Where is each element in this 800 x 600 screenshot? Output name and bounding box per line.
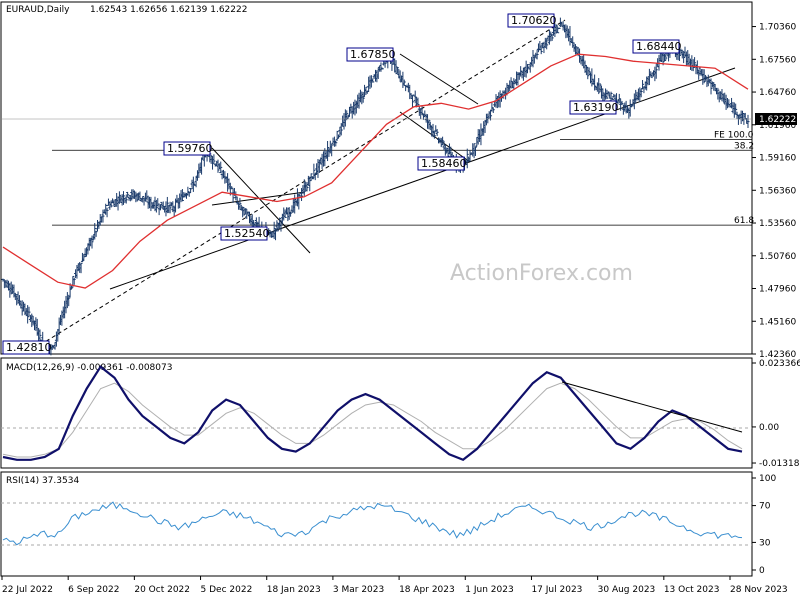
descending-channel-line-1	[211, 147, 311, 254]
price-y-tick-label: 1.61960	[759, 121, 796, 131]
key-point-box	[220, 226, 268, 241]
rsi-title: RSI(14) 37.3534	[6, 476, 79, 486]
fib-level-label: FE 100.0	[714, 131, 754, 141]
price-y-tick-label: 1.56360	[759, 186, 796, 196]
price-y-tick-label: 1.59160	[759, 154, 796, 164]
x-tick-label: 22 Jul 2022	[2, 585, 53, 595]
macd-y-tick-label: 0.00	[759, 423, 779, 433]
fib-level-label: 38.2	[734, 141, 754, 151]
key-point-box	[417, 156, 465, 171]
key-point-label: 1.67850	[350, 48, 396, 61]
price-y-tick-label: 1.42360	[759, 350, 796, 360]
date-x-axis: 22 Jul 2022 6 Sep 2022 20 Oct 2022 5 Dec 20…	[1, 576, 788, 595]
rsi-y-tick-label: 0	[759, 566, 765, 576]
x-tick-label: 28 Nov 2023	[730, 585, 788, 595]
x-tick-label: 18 Apr 2023	[399, 585, 455, 595]
macd-divergence-trendline	[561, 381, 743, 433]
macd-title: MACD(12,26,9) -0.009361 -0.008073	[6, 363, 172, 373]
key-point-box	[569, 100, 617, 115]
fib-level-label: 61.8	[734, 216, 754, 226]
macd-panel: MACD(12,26,9) -0.009361 -0.008073 0.0233…	[0, 357, 800, 469]
x-tick-label: 5 Dec 2022	[201, 585, 253, 595]
moving-average-line	[2, 53, 749, 289]
key-point-label: 1.52540	[224, 227, 270, 240]
x-tick-label: 18 Jan 2023	[267, 585, 321, 595]
ohlc-bars	[1, 17, 750, 356]
price-y-tick-label: 1.67560	[759, 55, 796, 65]
macd-y-tick-label: -0.013186	[759, 459, 800, 469]
key-point-label: 1.58460	[421, 157, 467, 170]
symbol-title: EURAUD,Daily	[6, 5, 70, 15]
x-tick-label: 6 Sep 2022	[68, 585, 119, 595]
macd-signal-line	[2, 382, 743, 458]
rsi-y-tick-label: 30	[759, 538, 771, 548]
x-tick-label: 1 Jun 2023	[465, 585, 513, 595]
key-point-box	[632, 39, 680, 54]
price-y-tick-label: 1.64760	[759, 88, 796, 98]
key-point-box	[2, 340, 50, 355]
descending-channel-line-2	[399, 53, 479, 105]
key-point-label: 1.59760	[167, 142, 213, 155]
rsi-y-tick-label: 70	[759, 502, 771, 512]
macd-line	[2, 365, 743, 462]
channel-line-4	[399, 111, 471, 163]
key-point-label: 1.68440	[636, 40, 682, 53]
x-tick-label: 13 Oct 2023	[664, 585, 720, 595]
macd-panel-frame	[0, 357, 753, 469]
x-tick-label: 3 Mar 2023	[333, 585, 384, 595]
rsi-line	[2, 501, 743, 546]
price-y-tick-label: 1.47960	[759, 285, 796, 295]
key-point-labels: 1.42810 1.59760 1.52540 1.67850 1.58460 1.706…	[2, 13, 682, 355]
x-tick-label: 30 Aug 2023	[598, 585, 656, 595]
price-y-tick-label: 1.53560	[759, 219, 796, 229]
macd-y-axis: 0.023366 0.00 -0.013186	[752, 359, 800, 469]
watermark: ActionForex.com	[450, 261, 633, 286]
key-point-label: 1.70620	[511, 14, 557, 27]
price-y-axis: 1.70360 1.67560 1.64760 1.61960 1.59160 1.563…	[752, 23, 796, 360]
macd-y-tick-label: 0.023366	[759, 359, 800, 369]
current-price-label: 1.62222	[759, 115, 796, 125]
key-point-box	[507, 13, 555, 28]
current-price-box	[755, 113, 797, 125]
ohlc-values: 1.62543 1.62656 1.62139 1.62222	[90, 5, 247, 15]
key-point-label: 1.42810	[6, 341, 52, 354]
rsi-y-axis: 100 70 30 0	[752, 474, 776, 576]
key-point-box	[346, 47, 394, 62]
price-panel: EURAUD,Daily 1.62543 1.62656 1.62139 1.6…	[0, 1, 797, 360]
price-y-tick-label: 1.70360	[759, 23, 796, 33]
key-point-box	[163, 141, 211, 156]
rsi-panel-frame	[0, 471, 753, 577]
upper-channel-line	[39, 19, 566, 346]
price-y-tick-label: 1.45160	[759, 317, 796, 327]
x-tick-label: 17 Jul 2023	[531, 585, 582, 595]
key-point-label: 1.63190	[573, 101, 619, 114]
x-tick-label: 20 Oct 2022	[134, 585, 190, 595]
rsi-panel: RSI(14) 37.3534 100 70 30 0	[0, 471, 776, 577]
rsi-y-tick-label: 100	[759, 474, 776, 484]
price-y-tick-label: 1.50760	[759, 252, 796, 262]
